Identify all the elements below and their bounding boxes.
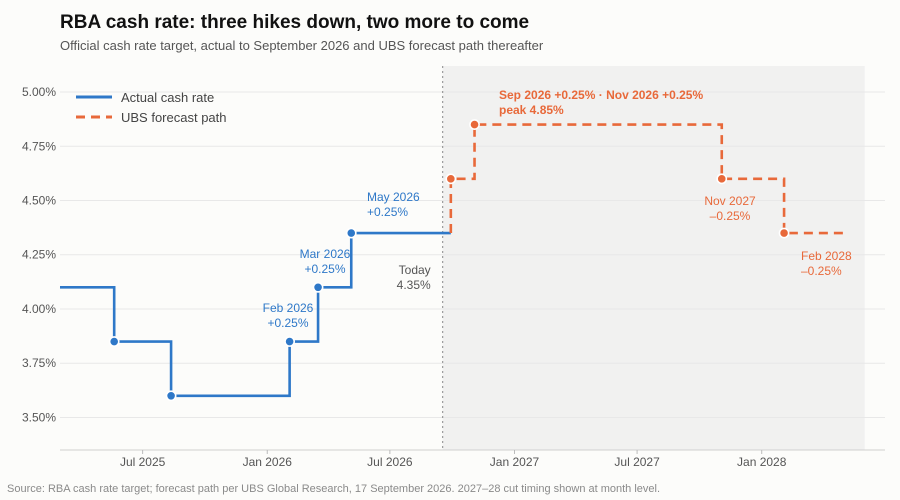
annotation-label: Feb 2028 — [801, 249, 852, 263]
x-tick-label: Jan 2027 — [490, 455, 540, 469]
annotation-label: +0.25% — [267, 316, 308, 330]
data-marker-forecast — [716, 173, 728, 185]
annotation-label: +0.25% — [304, 262, 345, 276]
chart-title: RBA cash rate: three hikes down, two mor… — [60, 12, 530, 33]
chart-subtitle: Official cash rate target, actual to Sep… — [60, 38, 544, 53]
today-label: Today — [399, 263, 431, 277]
data-marker-actual — [312, 281, 324, 293]
annotation-label: Sep 2026 +0.25% · Nov 2026 +0.25% — [499, 88, 703, 102]
annotation-label: –0.25% — [801, 264, 842, 278]
forecast-period-shade — [442, 66, 865, 450]
x-tick-label: Jul 2025 — [120, 455, 166, 469]
gridlines — [60, 91, 885, 418]
y-axis-ticks: 3.50% 3.75% 4.00% 4.25% 4.50% 4.75% 5.00% — [22, 85, 56, 424]
data-marker-forecast — [445, 173, 457, 185]
data-marker-forecast — [778, 227, 790, 239]
y-tick-label: 3.50% — [22, 410, 56, 424]
series-line-actual — [60, 231, 451, 398]
data-marker-forecast — [469, 119, 480, 130]
series-line-forecast — [449, 123, 844, 235]
legend: Actual cash rate UBS forecast path — [76, 90, 227, 125]
x-tick-label: Jul 2026 — [367, 455, 413, 469]
legend-label-forecast: UBS forecast path — [121, 110, 227, 125]
y-tick-label: 3.75% — [22, 356, 56, 370]
source-note: Source: RBA cash rate target; forecast p… — [7, 483, 661, 495]
y-tick-label: 4.25% — [22, 248, 56, 262]
y-tick-label: 4.50% — [22, 194, 56, 208]
data-marker-actual — [165, 390, 177, 402]
annotation-label: Feb 2026 — [263, 301, 314, 315]
data-marker-actual — [345, 227, 357, 239]
legend-label-actual: Actual cash rate — [121, 90, 214, 105]
y-tick-label: 4.00% — [22, 302, 56, 316]
data-marker-actual — [108, 336, 120, 347]
y-tick-label: 4.75% — [22, 139, 56, 153]
annotation-label: May 2026 — [367, 190, 420, 204]
x-tick-label: Jan 2028 — [737, 455, 787, 469]
annotation-label: peak 4.85% — [499, 103, 564, 117]
annotations: Feb 2026+0.25%Mar 2026+0.25%May 2026+0.2… — [263, 88, 852, 330]
cash-rate-chart: 3.50% 3.75% 4.00% 4.25% 4.50% 4.75% 5.00% Jul … — [22, 66, 885, 469]
y-tick-label: 5.00% — [22, 85, 56, 99]
x-axis-ticks: Jul 2025 Jan 2026 Jul 2026 Jan 2027 Jul 2027… — [120, 450, 787, 469]
series-lines — [60, 119, 844, 402]
data-marker-actual — [284, 336, 296, 347]
today-value-label: 4.35% — [397, 278, 431, 292]
annotation-label: Nov 2027 — [704, 194, 756, 208]
annotation-label: Mar 2026 — [300, 247, 351, 261]
annotation-label: +0.25% — [367, 205, 408, 219]
x-tick-label: Jul 2027 — [614, 455, 660, 469]
x-tick-label: Jan 2026 — [243, 455, 293, 469]
annotation-label: –0.25% — [710, 209, 751, 223]
